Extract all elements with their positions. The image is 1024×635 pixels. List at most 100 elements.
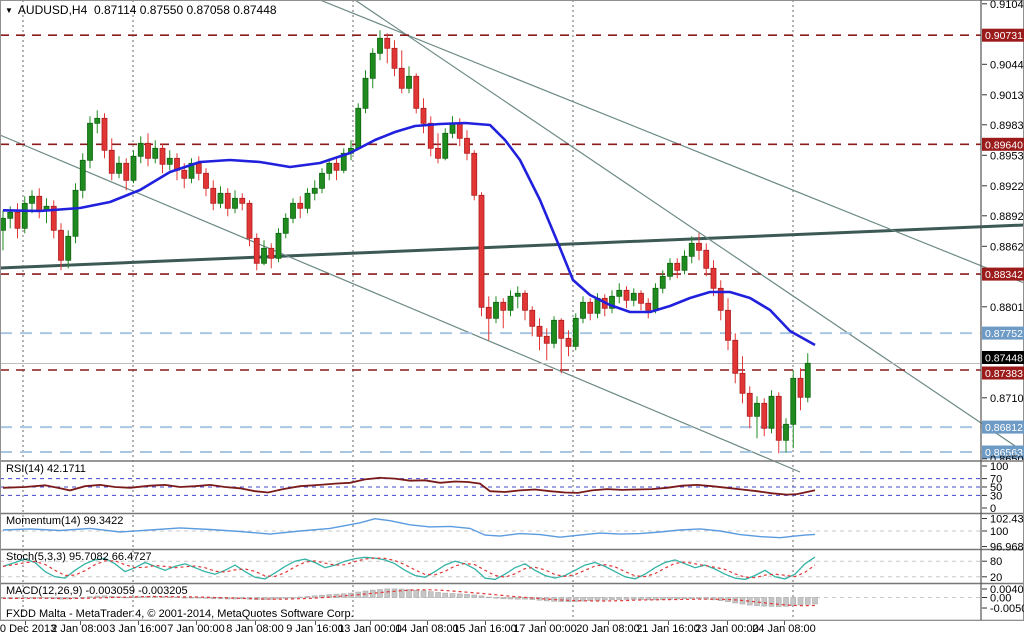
price-badge (982, 445, 1024, 459)
trendline-thick (0, 223, 1024, 270)
candle-body (282, 217, 289, 234)
price-tick-label: 100 (990, 526, 1008, 538)
candle-body (551, 319, 557, 344)
candle-body (21, 202, 28, 229)
candle-body (0, 217, 6, 231)
candle-body (159, 147, 166, 165)
macd-histogram-bar (181, 597, 188, 599)
candle-body (775, 395, 782, 441)
candle-body (340, 152, 347, 171)
moving-average-line (2, 121, 816, 347)
candle-body (623, 289, 630, 301)
stoch-panel (0, 556, 981, 581)
candle-body (609, 295, 615, 309)
chart-title: ▼ AUDUSD,H4 0.87114 0.87550 0.87058 0.874… (5, 3, 277, 17)
price-tick-label: 0.89835 (990, 120, 1024, 132)
horizontal-price-lines[interactable] (0, 34, 981, 453)
candle-body (406, 75, 412, 89)
price-badge-label: 0.88342 (985, 269, 1023, 281)
macd-histogram-bar (275, 597, 282, 600)
candle-body (130, 155, 137, 181)
candle-body (645, 302, 652, 311)
candle-body (471, 152, 478, 196)
candle-body (108, 149, 115, 174)
macd-histogram-bar (761, 597, 768, 607)
macd-histogram-bar (601, 597, 608, 601)
symbol-period-label: AUDUSD,H4 (17, 3, 88, 17)
time-axis[interactable]: 30 Dec 2013 2 Jan 08:00 3 Jan 16:00 7 Jan 0… (0, 621, 1024, 635)
candle-body (725, 309, 731, 341)
price-tick-label: -0.00501 (990, 603, 1024, 615)
candle-body (659, 275, 666, 289)
macd-histogram-bar (471, 594, 478, 598)
candle-body (420, 107, 427, 124)
macd-histogram-bar (464, 594, 470, 598)
macd-histogram-bar (94, 595, 101, 598)
candle-body (768, 395, 775, 429)
candle-body (522, 292, 528, 311)
candle-body (188, 162, 195, 179)
trendline-thin (354, 0, 1024, 453)
time-tick (427, 621, 428, 625)
macd-histogram-bar (420, 590, 427, 598)
candle-body (232, 197, 238, 209)
time-tick (255, 621, 256, 625)
momentum-panel (0, 517, 981, 539)
time-label: 13 Jan 00:00 (338, 623, 402, 635)
candle-body (87, 122, 93, 161)
time-label: 14 Jan 08:00 (395, 623, 459, 635)
price-badge-label: 0.86563 (985, 447, 1023, 459)
candle-body (587, 301, 594, 314)
candle-body (754, 402, 760, 417)
candlestick-series (0, 30, 811, 454)
macd-histogram-bar (391, 588, 398, 598)
candle-body (536, 325, 543, 337)
price-tick-label: 20 (990, 572, 1002, 584)
rsi-panel (0, 476, 981, 496)
candle-body (514, 292, 521, 297)
price-badge-label: 0.86812 (985, 422, 1023, 434)
price-badge-label: 0.90731 (985, 30, 1023, 42)
macd-histogram-bar (580, 597, 586, 602)
candle-body (333, 162, 340, 171)
candle-body (290, 202, 296, 219)
candle-body (761, 402, 768, 429)
macd-histogram-bar (413, 589, 420, 598)
candle-body (717, 287, 724, 311)
macd-histogram-bar (427, 591, 434, 598)
macd-histogram-bar (587, 597, 594, 601)
macd-histogram-bar (384, 588, 391, 598)
candle-body (456, 122, 463, 139)
candle-body (217, 192, 224, 204)
candle-body (377, 37, 383, 54)
time-label: 20 Jan 08:00 (576, 623, 640, 635)
macd-histogram-bar (304, 596, 311, 598)
candle-body (268, 247, 275, 259)
macd-histogram-bar (674, 597, 681, 600)
candle-body (79, 159, 86, 191)
candle-body (688, 242, 695, 257)
time-label: 9 Jan 16:00 (286, 623, 344, 635)
macd-histogram-bar (812, 597, 818, 605)
candle-body (732, 339, 739, 374)
candle-body (58, 229, 64, 261)
period-separators (22, 0, 794, 620)
momentum-line (2, 517, 816, 539)
macd-histogram-bar (594, 597, 601, 601)
candle-body (398, 67, 405, 89)
trendlines[interactable] (0, 0, 1024, 473)
rsi-line (2, 476, 816, 496)
macd-histogram-bar (645, 597, 652, 601)
time-tick (196, 621, 197, 625)
candle-body (413, 75, 420, 109)
candle-body (152, 147, 159, 159)
price-tick-label: 0 (990, 503, 996, 515)
candle-body (362, 77, 369, 109)
macd-histogram-bar (101, 595, 108, 598)
candle-body (710, 267, 717, 289)
candle-body (638, 292, 644, 304)
macd-histogram-bar (572, 597, 579, 602)
